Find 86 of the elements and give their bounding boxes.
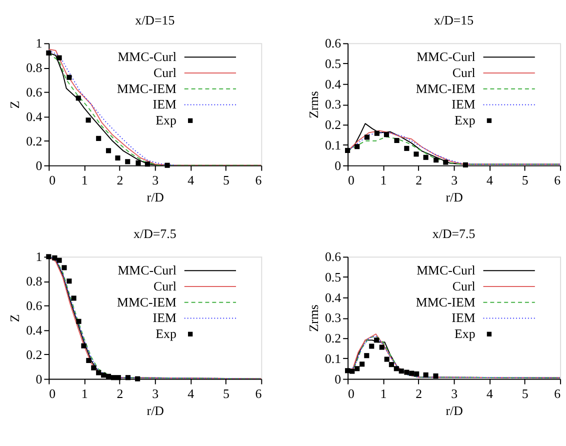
legend-label: Curl xyxy=(452,66,476,80)
x-tick-label: 0 xyxy=(348,387,354,402)
x-axis-title: r/D xyxy=(446,404,463,418)
chart-title: x/D=7.5 xyxy=(134,226,176,241)
x-tick-label: 3 xyxy=(152,387,159,402)
y-tick-label: 0.2 xyxy=(324,118,342,132)
x-tick-label: 2 xyxy=(116,174,124,188)
x-tick-label: 6 xyxy=(554,387,562,402)
legend-label: MMC-Curl xyxy=(118,264,177,278)
y-tick-label: 1 xyxy=(36,250,42,264)
x-tick-label: 1 xyxy=(81,387,88,402)
y-tick-label: 0.2 xyxy=(324,332,342,346)
y-tick-label: 1 xyxy=(36,36,42,51)
legend-label: Curl xyxy=(154,66,177,80)
legend-label: Exp xyxy=(156,327,176,342)
x-tick-label: 3 xyxy=(152,174,159,188)
y-tick-label: 0.1 xyxy=(324,352,342,366)
legend-label: IEM xyxy=(152,98,177,112)
legend-label: MMC-IEM xyxy=(416,82,476,96)
y-tick-label: 0 xyxy=(36,372,42,386)
x-tick-label: 2 xyxy=(416,174,422,188)
legend-label: Curl xyxy=(154,279,177,294)
x-tick-label: 4 xyxy=(486,387,494,402)
x-tick-label: 4 xyxy=(486,174,494,188)
y-axis-title: Zrms xyxy=(307,304,322,332)
legend-label: MMC-IEM xyxy=(416,295,476,310)
y-tick-label: 0.1 xyxy=(324,138,342,152)
legend-label: MMC-Curl xyxy=(416,264,476,278)
y-tick-label: 0.2 xyxy=(26,348,42,362)
y-tick-label: 0.4 xyxy=(324,77,342,92)
x-tick-label: 0 xyxy=(49,387,56,402)
y-tick-label: 0.5 xyxy=(324,57,342,72)
y-tick-label: 0.8 xyxy=(26,61,42,76)
legend-label: Exp xyxy=(454,114,476,128)
x-axis-title: r/D xyxy=(146,404,164,418)
x-tick-label: 1 xyxy=(81,174,88,188)
x-axis-title: r/D xyxy=(446,190,463,205)
y-axis-title: Z xyxy=(8,314,22,322)
y-tick-label: 0 xyxy=(334,372,342,386)
y-tick-label: 0.6 xyxy=(324,250,342,264)
legend-label: IEM xyxy=(452,311,476,326)
x-tick-label: 6 xyxy=(255,174,262,188)
x-tick-label: 1 xyxy=(380,387,387,402)
y-tick-label: 0 xyxy=(334,158,342,173)
x-tick-label: 0 xyxy=(49,174,56,188)
legend-label: MMC-IEM xyxy=(116,82,177,96)
x-tick-label: 2 xyxy=(116,387,124,402)
y-tick-label: 0.8 xyxy=(26,274,42,289)
legend-label: Curl xyxy=(452,279,476,294)
x-axis-title: r/D xyxy=(146,190,164,205)
y-tick-label: 0.5 xyxy=(324,270,342,284)
x-tick-label: 5 xyxy=(522,174,528,188)
x-tick-label: 4 xyxy=(188,174,195,188)
x-tick-label: 4 xyxy=(188,387,195,402)
chart-title: x/D=15 xyxy=(135,13,175,28)
legend-label: IEM xyxy=(152,311,177,326)
x-tick-label: 5 xyxy=(223,174,230,188)
x-tick-label: 3 xyxy=(451,387,458,402)
y-tick-label: 0.2 xyxy=(26,134,42,148)
y-tick-label: 0.3 xyxy=(324,311,342,326)
y-tick-label: 0.4 xyxy=(26,110,43,124)
y-tick-label: 0.4 xyxy=(26,323,43,338)
y-tick-label: 0.6 xyxy=(26,298,43,313)
legend-label: MMC-Curl xyxy=(118,50,177,64)
x-tick-label: 5 xyxy=(223,387,230,402)
x-tick-label: 0 xyxy=(348,174,354,188)
x-tick-label: 3 xyxy=(451,174,458,188)
legend-label: MMC-Curl xyxy=(416,50,476,64)
y-tick-label: 0 xyxy=(36,158,42,173)
legend-label: Exp xyxy=(454,327,476,342)
y-tick-label: 0.6 xyxy=(324,36,342,51)
legend-label: IEM xyxy=(452,98,476,112)
legend-label: Exp xyxy=(156,114,176,128)
x-tick-label: 5 xyxy=(522,387,528,402)
x-tick-label: 6 xyxy=(554,174,562,188)
y-tick-label: 0.6 xyxy=(26,86,43,100)
chart-title: x/D=15 xyxy=(434,13,474,28)
y-tick-label: 0.4 xyxy=(324,290,342,305)
y-tick-label: 0.3 xyxy=(324,98,342,112)
x-tick-label: 1 xyxy=(380,174,387,188)
y-axis-title: Zrms xyxy=(307,91,322,118)
y-axis-title: Z xyxy=(8,100,22,109)
chart-title: x/D=7.5 xyxy=(432,226,476,241)
x-tick-label: 6 xyxy=(255,387,262,402)
x-tick-label: 2 xyxy=(416,387,422,402)
legend-label: MMC-IEM xyxy=(116,295,177,310)
